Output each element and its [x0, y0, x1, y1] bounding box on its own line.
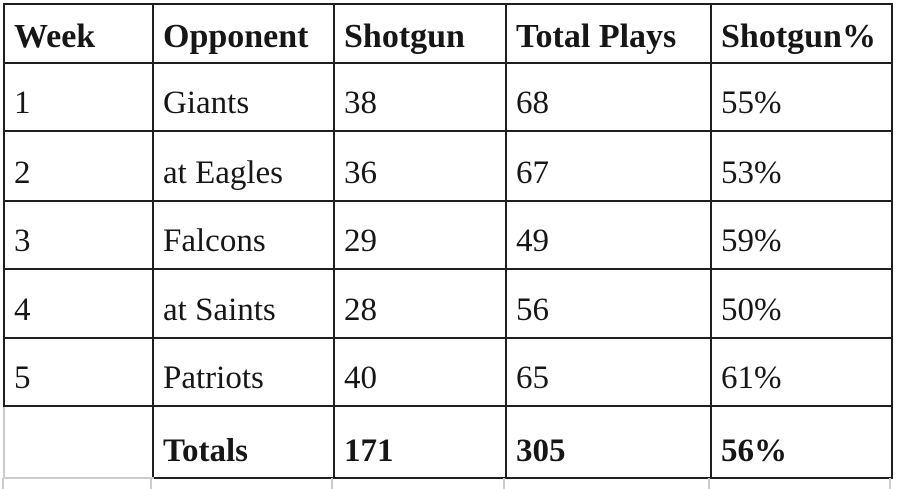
gridline-stub: [708, 478, 710, 489]
table-row: 2 at Eagles 36 67 53%: [3, 130, 893, 202]
week-cell: 2: [3, 130, 154, 202]
header-row: Week Opponent Shotgun Total Plays Shotgu…: [3, 3, 893, 64]
table-row: 3 Falcons 29 49 59%: [3, 200, 893, 270]
opponent-cell: at Eagles: [152, 130, 335, 202]
gridline-stub: [503, 478, 505, 489]
total-plays-cell: 56: [505, 268, 712, 339]
totals-row: Totals 171 305 56%: [3, 405, 893, 479]
gridline-stub: [889, 478, 891, 489]
shotgun-pct-cell: 61%: [710, 337, 893, 407]
shotgun-cell: 40: [333, 337, 507, 407]
table-row: 4 at Saints 28 56 50%: [3, 268, 893, 339]
total-plays-cell: 49: [505, 200, 712, 270]
gridline-stub: [2, 478, 4, 489]
column-header-week: Week: [3, 3, 154, 64]
gridline-stub: [331, 478, 333, 489]
week-cell: 1: [3, 62, 154, 132]
totals-blank-cell: [3, 405, 154, 479]
opponent-cell: Patriots: [152, 337, 335, 407]
table-row: 5 Patriots 40 65 61%: [3, 337, 893, 407]
column-header-opponent: Opponent: [152, 3, 335, 64]
table-row: 1 Giants 38 68 55%: [3, 62, 893, 132]
column-header-shotgun-pct: Shotgun%: [710, 3, 893, 64]
shotgun-pct-cell: 53%: [710, 130, 893, 202]
column-header-shotgun: Shotgun: [333, 3, 507, 64]
opponent-cell: Falcons: [152, 200, 335, 270]
shotgun-pct-cell: 59%: [710, 200, 893, 270]
total-plays-cell: 67: [505, 130, 712, 202]
shotgun-cell: 29: [333, 200, 507, 270]
shotgun-cell: 36: [333, 130, 507, 202]
shotgun-cell: 38: [333, 62, 507, 132]
totals-total-plays-cell: 305: [505, 405, 712, 479]
totals-label-cell: Totals: [152, 405, 335, 479]
week-cell: 4: [3, 268, 154, 339]
shotgun-cell: 28: [333, 268, 507, 339]
total-plays-cell: 65: [505, 337, 712, 407]
shotgun-stats-table: Week Opponent Shotgun Total Plays Shotgu…: [3, 3, 893, 479]
column-header-total-plays: Total Plays: [505, 3, 712, 64]
shotgun-pct-cell: 50%: [710, 268, 893, 339]
week-cell: 3: [3, 200, 154, 270]
shotgun-pct-cell: 55%: [710, 62, 893, 132]
totals-shotgun-pct-cell: 56%: [710, 405, 893, 479]
week-cell: 5: [3, 337, 154, 407]
gridline-stub: [150, 478, 152, 489]
totals-shotgun-cell: 171: [333, 405, 507, 479]
opponent-cell: at Saints: [152, 268, 335, 339]
total-plays-cell: 68: [505, 62, 712, 132]
opponent-cell: Giants: [152, 62, 335, 132]
